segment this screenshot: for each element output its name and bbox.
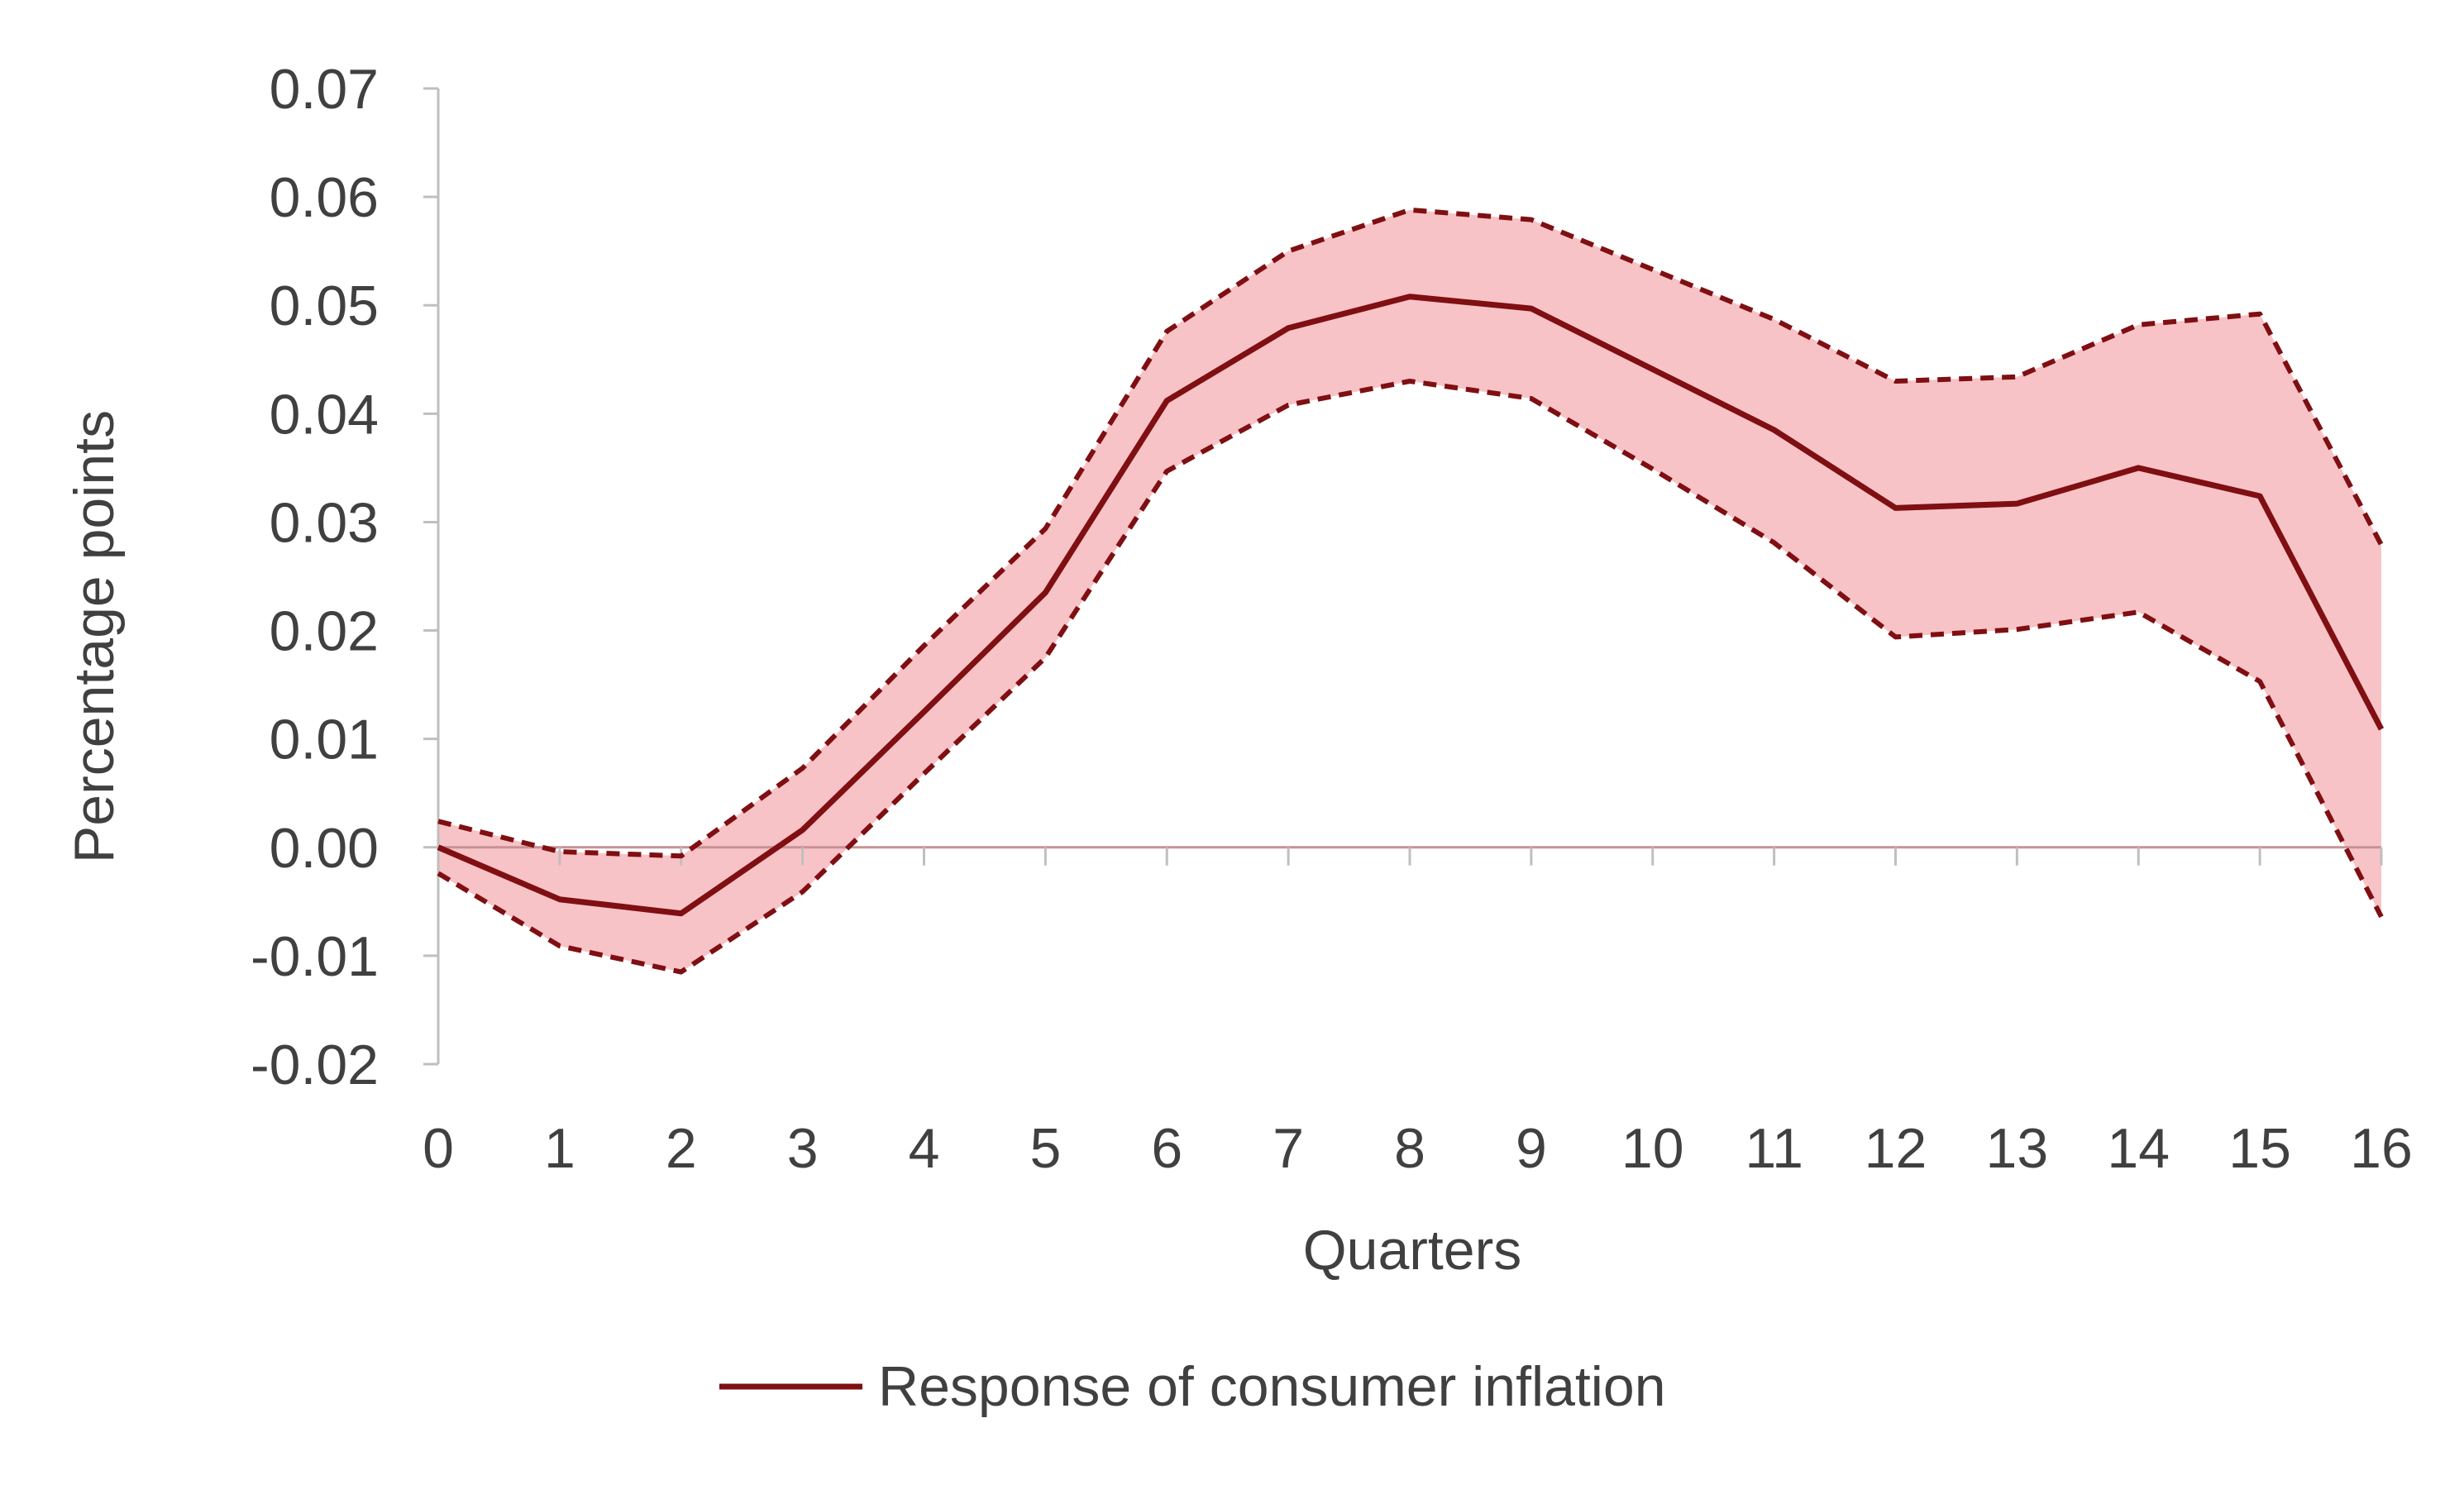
y-tick-label: -0.02 xyxy=(251,1034,379,1096)
x-tick-label: 2 xyxy=(666,1117,697,1180)
x-tick-label: 6 xyxy=(1151,1117,1182,1180)
x-tick-label: 3 xyxy=(787,1117,819,1180)
x-tick-labels: 0 1 2 3 4 5 6 7 8 9 10 11 12 13 14 15 16 xyxy=(423,1117,2413,1180)
upper-band-line xyxy=(437,207,2384,859)
y-tick-label: 0.02 xyxy=(270,600,379,663)
response-line xyxy=(437,294,2385,917)
x-tick-label: 5 xyxy=(1029,1117,1061,1180)
confidence-band xyxy=(438,209,2381,972)
x-tick-label: 15 xyxy=(2228,1117,2291,1180)
x-tick-label: 13 xyxy=(1986,1117,2049,1180)
legend-label: Response of consumer inflation xyxy=(878,1355,1666,1418)
lower-band-line xyxy=(437,379,2384,975)
series-lines xyxy=(437,207,2385,975)
x-tick-label: 11 xyxy=(1745,1117,1803,1180)
y-tick-label: 0.07 xyxy=(270,58,379,121)
x-tick-label: 0 xyxy=(423,1117,454,1180)
x-tick-label: 16 xyxy=(2350,1117,2413,1180)
x-tick-label: 14 xyxy=(2107,1117,2170,1180)
y-tick-label: 0.00 xyxy=(270,817,379,880)
x-tick-label: 10 xyxy=(1621,1117,1684,1180)
y-axis-title: Percentage points xyxy=(63,410,126,863)
x-tick-label: 8 xyxy=(1394,1117,1425,1180)
x-tick-label: 1 xyxy=(544,1117,575,1180)
x-tick-label: 12 xyxy=(1865,1117,1927,1180)
y-tick-label: 0.04 xyxy=(270,383,379,446)
y-tick-label: 0.01 xyxy=(270,709,379,771)
x-axis-title: Quarters xyxy=(1303,1219,1522,1282)
y-tick-label: 0.05 xyxy=(270,275,379,337)
y-tick-label: 0.06 xyxy=(270,166,379,229)
x-tick-label: 9 xyxy=(1516,1117,1547,1180)
x-tick-label: 4 xyxy=(909,1117,940,1180)
confidence-band-area xyxy=(438,209,2381,972)
y-tick-label: -0.01 xyxy=(251,925,379,988)
y-tick-label: 0.03 xyxy=(270,491,379,554)
legend: Response of consumer inflation xyxy=(719,1355,1666,1418)
x-tick-label: 7 xyxy=(1273,1117,1304,1180)
y-tick-labels: 0.07 0.06 0.05 0.04 0.03 0.02 0.01 0.00 -0.01 -0.… xyxy=(251,58,379,1096)
